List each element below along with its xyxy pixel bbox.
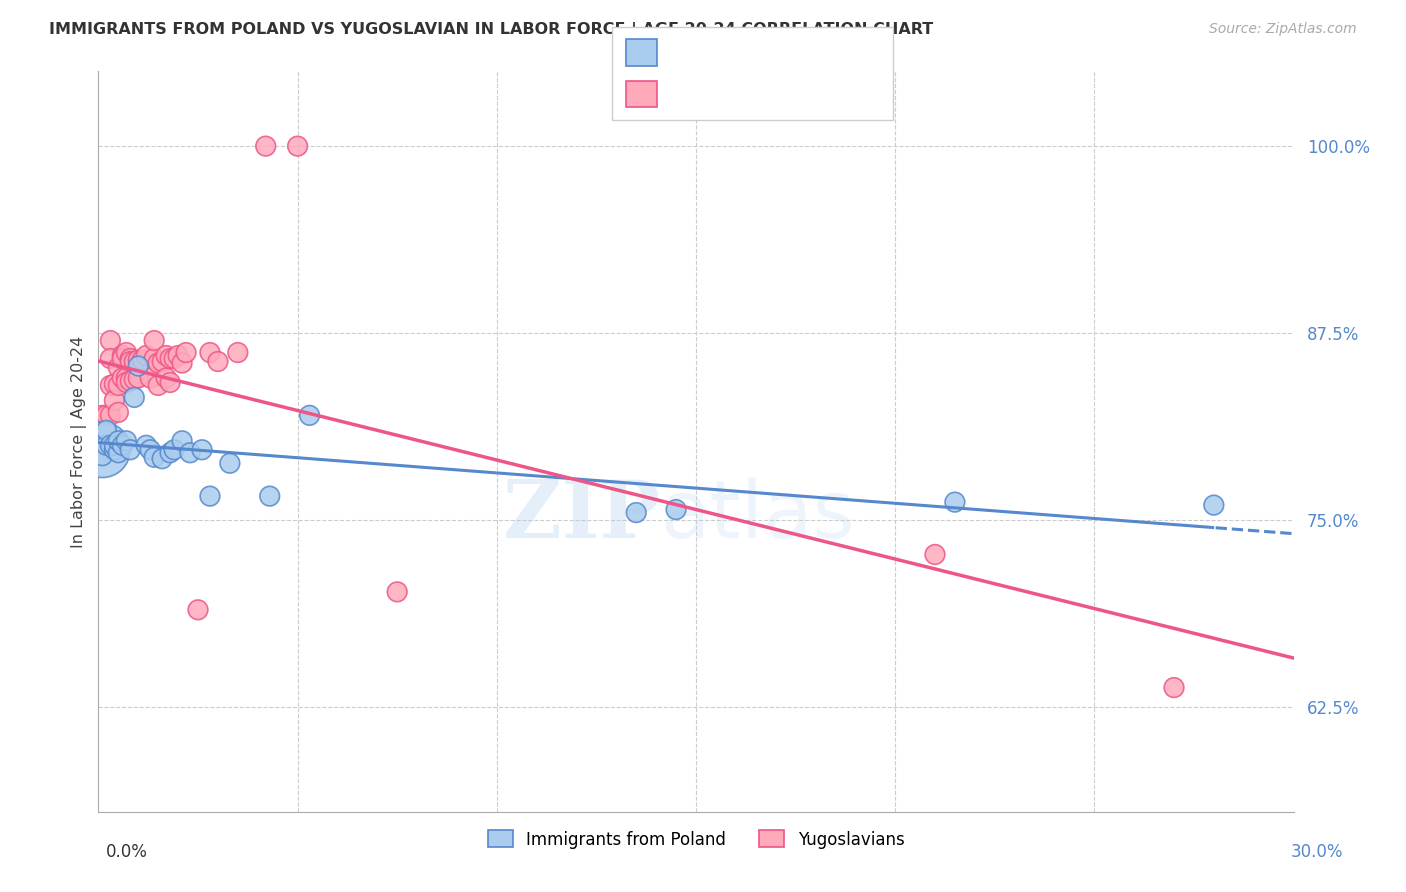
Point	[124, 354, 146, 368]
Point	[179, 446, 201, 460]
Point	[96, 438, 118, 452]
Text: R =: R =	[668, 83, 707, 102]
Text: N =: N =	[769, 83, 821, 102]
Point	[107, 378, 129, 392]
Point	[924, 548, 946, 562]
Text: 0.346: 0.346	[710, 83, 766, 102]
Point	[103, 438, 125, 452]
Point	[107, 446, 129, 460]
Point	[127, 353, 149, 368]
Point	[219, 456, 242, 470]
Text: atlas: atlas	[661, 476, 855, 555]
Point	[665, 502, 688, 516]
Point	[91, 442, 114, 457]
Point	[1202, 498, 1225, 512]
Point	[135, 349, 157, 363]
Point	[107, 434, 129, 448]
Point	[98, 409, 122, 423]
Point	[96, 438, 118, 452]
Point	[127, 371, 149, 385]
Point	[98, 334, 122, 348]
Text: R =: R =	[668, 43, 707, 61]
Point	[159, 351, 181, 366]
Point	[298, 409, 321, 423]
Point	[198, 345, 221, 359]
Text: 31: 31	[813, 43, 838, 61]
Point	[943, 495, 966, 509]
Point	[198, 489, 221, 503]
Legend: Immigrants from Poland, Yugoslavians: Immigrants from Poland, Yugoslavians	[481, 823, 911, 855]
Point	[91, 449, 114, 463]
Point	[98, 438, 122, 452]
Point	[167, 349, 190, 363]
Text: 30.0%: 30.0%	[1291, 843, 1343, 861]
Point	[111, 371, 134, 385]
Point	[148, 378, 170, 392]
Point	[98, 351, 122, 366]
Point	[254, 139, 277, 153]
Point	[115, 345, 138, 359]
Text: 0.0%: 0.0%	[105, 843, 148, 861]
Text: 51: 51	[813, 83, 838, 102]
Point	[91, 442, 114, 457]
Point	[103, 442, 125, 457]
Point	[91, 409, 114, 423]
Point	[174, 345, 197, 359]
Point	[155, 371, 177, 385]
Point	[191, 442, 214, 457]
Point	[159, 446, 181, 460]
Point	[187, 603, 209, 617]
Point	[155, 349, 177, 363]
Point	[96, 423, 118, 437]
Point	[115, 434, 138, 448]
Point	[139, 371, 162, 385]
Point	[385, 585, 409, 599]
Point	[163, 442, 186, 457]
Y-axis label: In Labor Force | Age 20-24: In Labor Force | Age 20-24	[72, 335, 87, 548]
Point	[131, 353, 153, 368]
Point	[103, 376, 125, 391]
Point	[124, 372, 146, 386]
Point	[626, 506, 648, 520]
Point	[111, 438, 134, 452]
Point	[163, 351, 186, 366]
Point	[139, 442, 162, 457]
Point	[96, 409, 118, 423]
Text: IMMIGRANTS FROM POLAND VS YUGOSLAVIAN IN LABOR FORCE | AGE 20-24 CORRELATION CHA: IMMIGRANTS FROM POLAND VS YUGOSLAVIAN IN…	[49, 22, 934, 38]
Point	[143, 351, 166, 366]
Text: ZIP: ZIP	[503, 476, 661, 555]
Point	[103, 393, 125, 408]
Point	[150, 451, 173, 466]
Point	[148, 356, 170, 370]
Point	[115, 371, 138, 385]
Point	[159, 376, 181, 390]
Point	[226, 345, 249, 359]
Point	[115, 376, 138, 390]
Point	[120, 351, 142, 366]
Point	[107, 360, 129, 375]
Point	[120, 354, 142, 368]
Point	[127, 359, 149, 373]
Point	[259, 489, 281, 503]
Point	[120, 442, 142, 457]
Point	[111, 351, 134, 366]
Point	[135, 438, 157, 452]
Point	[172, 356, 194, 370]
Point	[107, 405, 129, 419]
Text: Source: ZipAtlas.com: Source: ZipAtlas.com	[1209, 22, 1357, 37]
Point	[98, 378, 122, 392]
Point	[124, 391, 146, 405]
Text: 0.183: 0.183	[710, 43, 768, 61]
Point	[207, 354, 229, 368]
Point	[287, 139, 309, 153]
Point	[143, 334, 166, 348]
Point	[111, 349, 134, 363]
Point	[150, 354, 173, 368]
Point	[120, 374, 142, 388]
Point	[143, 450, 166, 465]
Point	[1163, 681, 1185, 695]
Point	[172, 434, 194, 448]
Text: N =: N =	[769, 43, 821, 61]
